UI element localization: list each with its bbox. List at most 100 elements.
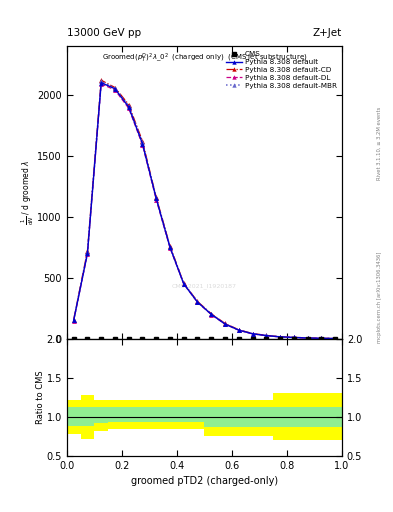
Pythia 8.308 default-DL	[154, 197, 159, 203]
CMS	[72, 335, 76, 342]
Pythia 8.308 default	[127, 104, 131, 110]
Text: Rivet 3.1.10, ≥ 3.2M events: Rivet 3.1.10, ≥ 3.2M events	[377, 106, 382, 180]
Pythia 8.308 default-DL	[168, 245, 173, 251]
Pythia 8.308 default-DL	[195, 299, 200, 305]
Pythia 8.308 default-CD	[113, 84, 118, 91]
CMS	[319, 335, 324, 342]
Pythia 8.308 default-MBR	[168, 244, 173, 250]
CMS	[222, 335, 227, 342]
Pythia 8.308 default	[72, 317, 76, 324]
CMS	[209, 335, 214, 342]
Pythia 8.308 default-DL	[140, 142, 145, 148]
CMS	[113, 335, 118, 342]
Pythia 8.308 default	[292, 334, 296, 340]
Pythia 8.308 default-DL	[319, 335, 324, 342]
Pythia 8.308 default-DL	[305, 335, 310, 341]
CMS	[195, 335, 200, 342]
CMS	[278, 335, 283, 342]
Line: Pythia 8.308 default: Pythia 8.308 default	[71, 80, 338, 341]
Pythia 8.308 default-CD	[264, 332, 269, 338]
Pythia 8.308 default-MBR	[72, 317, 76, 323]
CMS	[154, 335, 159, 342]
Pythia 8.308 default-CD	[182, 280, 186, 286]
Pythia 8.308 default	[168, 244, 173, 250]
Pythia 8.308 default	[250, 331, 255, 337]
CMS	[305, 335, 310, 342]
Pythia 8.308 default	[154, 196, 159, 202]
Pythia 8.308 default	[182, 281, 186, 287]
Pythia 8.308 default-MBR	[182, 281, 186, 287]
Text: Z+Jet: Z+Jet	[313, 28, 342, 38]
Pythia 8.308 default-MBR	[113, 85, 118, 91]
Pythia 8.308 default-DL	[72, 317, 76, 324]
Pythia 8.308 default-DL	[222, 321, 227, 327]
Legend: CMS, Pythia 8.308 default, Pythia 8.308 default-CD, Pythia 8.308 default-DL, Pyt: CMS, Pythia 8.308 default, Pythia 8.308 …	[225, 50, 338, 90]
Pythia 8.308 default-CD	[127, 101, 131, 108]
Pythia 8.308 default	[264, 332, 269, 338]
Pythia 8.308 default-MBR	[127, 103, 131, 109]
CMS	[99, 335, 104, 342]
Pythia 8.308 default-MBR	[250, 331, 255, 337]
Pythia 8.308 default-MBR	[222, 321, 227, 327]
Pythia 8.308 default-DL	[333, 335, 338, 342]
Pythia 8.308 default-DL	[278, 334, 283, 340]
Line: Pythia 8.308 default-MBR: Pythia 8.308 default-MBR	[71, 79, 338, 341]
Text: Groomed$(p_T^D)^2\lambda\_0^2$  (charged only)  (CMS jet substructure): Groomed$(p_T^D)^2\lambda\_0^2$ (charged …	[101, 52, 307, 65]
Pythia 8.308 default-DL	[85, 251, 90, 257]
Line: Pythia 8.308 default-DL: Pythia 8.308 default-DL	[71, 81, 338, 341]
CMS	[250, 335, 255, 342]
Pythia 8.308 default-CD	[292, 334, 296, 340]
Pythia 8.308 default-MBR	[278, 334, 283, 340]
Pythia 8.308 default	[99, 79, 104, 86]
Pythia 8.308 default-DL	[292, 334, 296, 340]
Pythia 8.308 default	[85, 250, 90, 257]
Pythia 8.308 default-CD	[250, 330, 255, 336]
CMS	[182, 335, 186, 342]
Pythia 8.308 default	[113, 86, 118, 92]
Text: mcplots.cern.ch [arXiv:1306.3436]: mcplots.cern.ch [arXiv:1306.3436]	[377, 251, 382, 343]
Pythia 8.308 default-DL	[264, 333, 269, 339]
Pythia 8.308 default-MBR	[305, 335, 310, 341]
Y-axis label: $\frac{1}{\mathrm{d}N}$ / $\mathrm{d}$ groomed $\lambda$: $\frac{1}{\mathrm{d}N}$ / $\mathrm{d}$ g…	[20, 160, 36, 225]
Pythia 8.308 default-MBR	[264, 332, 269, 338]
Text: 13000 GeV pp: 13000 GeV pp	[67, 28, 141, 38]
Y-axis label: Ratio to CMS: Ratio to CMS	[36, 370, 45, 424]
Pythia 8.308 default	[305, 335, 310, 341]
Pythia 8.308 default	[278, 334, 283, 340]
Pythia 8.308 default-MBR	[209, 311, 214, 317]
Pythia 8.308 default-MBR	[237, 327, 241, 333]
Line: Pythia 8.308 default-CD: Pythia 8.308 default-CD	[71, 78, 338, 341]
Pythia 8.308 default-CD	[140, 138, 145, 144]
Line: CMS: CMS	[71, 336, 338, 341]
Pythia 8.308 default-CD	[85, 248, 90, 254]
Text: CMS_2021_I1920187: CMS_2021_I1920187	[172, 283, 237, 289]
CMS	[292, 335, 296, 342]
Pythia 8.308 default	[222, 321, 227, 327]
Pythia 8.308 default	[195, 299, 200, 305]
Pythia 8.308 default-MBR	[154, 195, 159, 201]
Pythia 8.308 default-CD	[222, 321, 227, 327]
Pythia 8.308 default	[333, 335, 338, 342]
Pythia 8.308 default-MBR	[333, 335, 338, 342]
Pythia 8.308 default	[237, 327, 241, 333]
Pythia 8.308 default-CD	[333, 335, 338, 342]
Pythia 8.308 default-MBR	[195, 299, 200, 305]
Pythia 8.308 default-MBR	[292, 334, 296, 340]
CMS	[85, 335, 90, 342]
Pythia 8.308 default	[140, 140, 145, 146]
Pythia 8.308 default-MBR	[99, 78, 104, 84]
Pythia 8.308 default-DL	[127, 105, 131, 111]
Pythia 8.308 default-CD	[278, 334, 283, 340]
Pythia 8.308 default-CD	[99, 77, 104, 83]
Pythia 8.308 default-DL	[250, 331, 255, 337]
Pythia 8.308 default-CD	[72, 317, 76, 323]
X-axis label: groomed pTD2 (charged-only): groomed pTD2 (charged-only)	[131, 476, 278, 486]
Pythia 8.308 default-CD	[319, 335, 324, 342]
CMS	[237, 335, 241, 342]
CMS	[333, 335, 338, 342]
Pythia 8.308 default-DL	[209, 311, 214, 317]
Pythia 8.308 default-CD	[209, 311, 214, 317]
CMS	[168, 335, 173, 342]
Pythia 8.308 default-CD	[195, 298, 200, 305]
Pythia 8.308 default-CD	[154, 194, 159, 200]
